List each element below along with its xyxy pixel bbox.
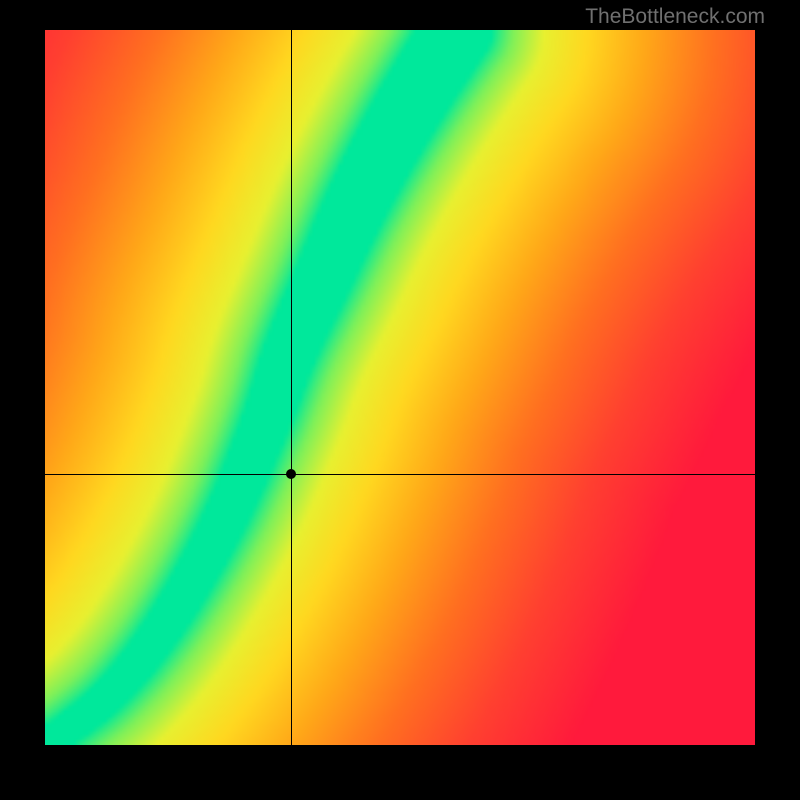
crosshair-horizontal	[45, 474, 755, 475]
heatmap-plot-area	[45, 30, 755, 745]
marker-dot	[286, 469, 296, 479]
watermark-text: TheBottleneck.com	[585, 5, 765, 29]
crosshair-vertical	[291, 30, 292, 745]
heatmap-canvas	[45, 30, 755, 745]
